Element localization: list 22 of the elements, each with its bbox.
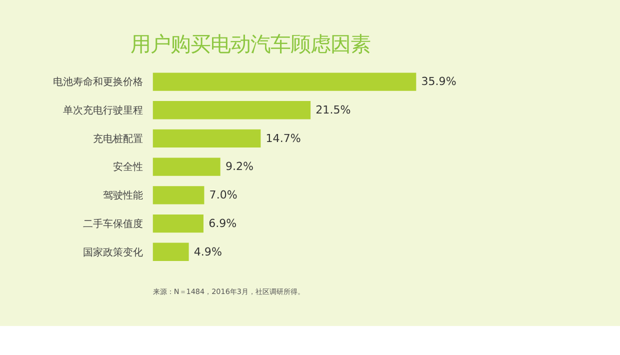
- data-label: 21.5%: [316, 104, 351, 117]
- y-tick-label: 安全性: [113, 161, 144, 174]
- bar: [152, 242, 189, 261]
- bar: [152, 158, 220, 176]
- bar: [152, 101, 311, 120]
- y-tick-label: 国家政策变化: [83, 246, 144, 258]
- bar: [152, 72, 416, 91]
- y-tick-label: 充电桩配置: [93, 132, 144, 145]
- data-label: 4.9%: [194, 245, 222, 258]
- bar: [152, 214, 204, 233]
- data-label: 9.2%: [225, 160, 254, 174]
- y-tick-label: 单次充电行驶里程: [63, 104, 144, 117]
- y-tick-label: 驾驶性能: [103, 190, 144, 202]
- bar: [152, 186, 204, 204]
- y-tick-label: 二手车保值度: [83, 218, 144, 230]
- data-label: 35.9%: [421, 75, 456, 88]
- data-label: 7.0%: [209, 188, 238, 202]
- chart-title: 用户购买电动汽车顾虑因素: [130, 32, 371, 56]
- data-label: 6.9%: [208, 216, 237, 230]
- data-label: 14.7%: [266, 132, 301, 145]
- y-tick-label: 电池寿命和更换价格: [53, 76, 144, 88]
- bar: [152, 129, 261, 148]
